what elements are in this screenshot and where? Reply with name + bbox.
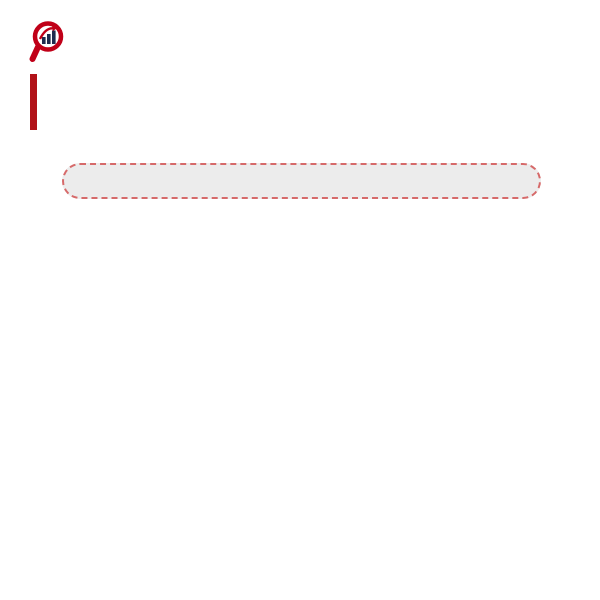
legend-item-growth-rate [325, 165, 371, 197]
legend-swatch-maroon [325, 179, 363, 184]
chart-legend [62, 163, 541, 199]
magnifier-bar-chart-icon [29, 21, 64, 62]
legend-item-working-age [80, 165, 126, 197]
brand-logo [28, 18, 74, 64]
title-accent-bar [30, 74, 37, 130]
legend-swatch-blue [80, 179, 118, 184]
